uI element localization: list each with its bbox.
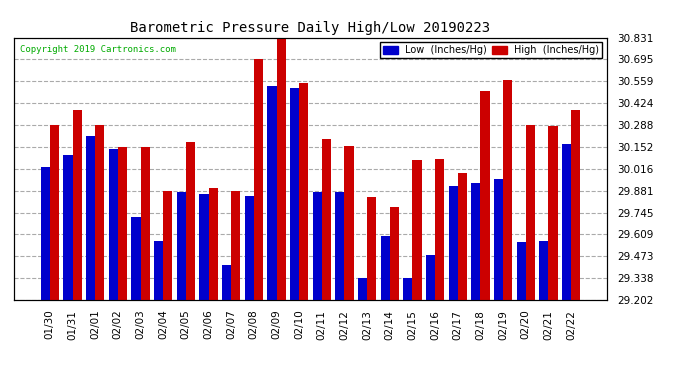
Bar [358,278,367,300]
Text: Copyright 2019 Cartronics.com: Copyright 2019 Cartronics.com [20,45,176,54]
Bar [367,197,376,300]
Bar [458,173,467,300]
Bar [72,110,81,300]
Bar [141,147,150,300]
Bar [435,159,444,300]
Bar [199,194,208,300]
Bar [131,216,141,300]
Bar [540,241,549,300]
Bar [186,142,195,300]
Bar [63,155,72,300]
Bar [313,192,322,300]
Bar [163,191,172,300]
Bar [245,196,254,300]
Legend: Low  (Inches/Hg), High  (Inches/Hg): Low (Inches/Hg), High (Inches/Hg) [380,42,602,58]
Bar [231,191,240,300]
Bar [268,86,277,300]
Bar [322,139,331,300]
Bar [154,241,163,300]
Bar [50,124,59,300]
Bar [41,166,50,300]
Bar [549,126,558,300]
Bar [562,144,571,300]
Bar [526,124,535,300]
Bar [426,255,435,300]
Bar [471,183,480,300]
Bar [448,186,458,300]
Bar [503,80,512,300]
Bar [222,265,231,300]
Bar [517,242,526,300]
Bar [494,180,503,300]
Bar [299,83,308,300]
Bar [254,58,263,300]
Bar [277,38,286,300]
Bar [480,91,490,300]
Bar [177,192,186,300]
Bar [413,160,422,300]
Bar [381,236,390,300]
Bar [95,124,104,300]
Bar [390,207,399,300]
Bar [109,149,118,300]
Title: Barometric Pressure Daily High/Low 20190223: Barometric Pressure Daily High/Low 20190… [130,21,491,35]
Bar [208,188,217,300]
Bar [86,136,95,300]
Bar [118,147,127,300]
Bar [290,88,299,300]
Bar [344,146,353,300]
Bar [335,192,344,300]
Bar [404,278,413,300]
Bar [571,110,580,300]
